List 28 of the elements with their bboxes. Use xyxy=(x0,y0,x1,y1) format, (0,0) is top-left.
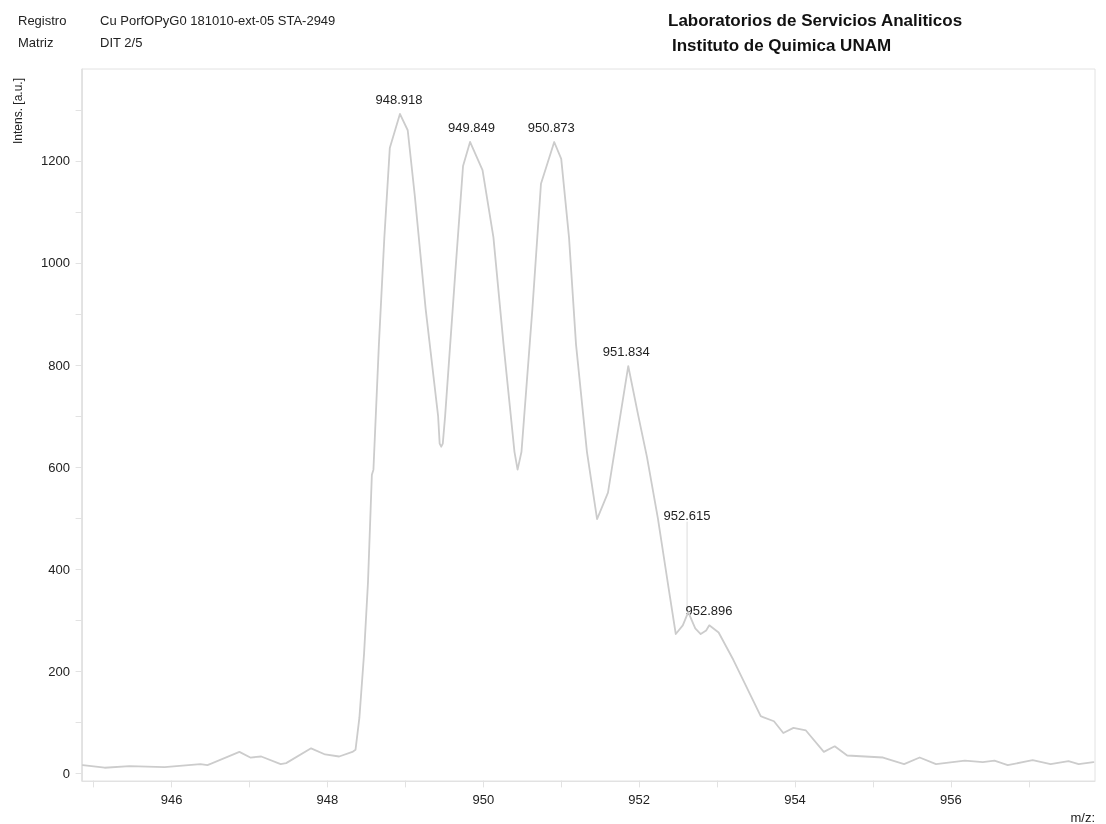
annotation: 952.615 xyxy=(663,508,711,524)
chart-title: Laboratorios de Servicios Analiticos xyxy=(668,11,963,30)
x-tick-label: 948 xyxy=(316,792,339,807)
annotation: 952.896 xyxy=(685,603,733,619)
line-series xyxy=(81,113,1095,769)
y-tick-label: 200 xyxy=(48,663,70,679)
text: Cu PorfOPyG0 181010-ext-05 STA-2949 xyxy=(100,13,336,28)
annotation: 951.834 xyxy=(602,344,650,360)
x-axis-title: m/z: xyxy=(1070,810,1095,824)
text: DIT 2/5 xyxy=(100,35,143,50)
y-tick-label: 1000 xyxy=(41,255,70,271)
x-tick-label: 946 xyxy=(160,792,183,807)
y-tick-label: 600 xyxy=(48,459,70,475)
x-tick-label: 952 xyxy=(628,792,650,807)
x-tick-label: 950 xyxy=(472,792,495,807)
y-tick-label: 800 xyxy=(48,357,70,373)
chart-subtitle: Instituto de Quimica UNAM xyxy=(672,36,892,55)
x-tick-label: 954 xyxy=(784,792,806,807)
y-axis-title: Intens. [a.u.] xyxy=(11,78,25,145)
annotation: 949.849 xyxy=(448,119,496,135)
y-tick-label: 400 xyxy=(48,561,70,577)
text: Registro xyxy=(18,13,67,28)
y-tick-label: 0 xyxy=(62,765,70,781)
y-tick-label: 1200 xyxy=(41,153,70,169)
x-tick-label: 956 xyxy=(939,792,962,807)
text: Matriz xyxy=(18,35,54,50)
annotation: 948.918 xyxy=(375,91,423,107)
annotation: 950.873 xyxy=(527,119,575,135)
